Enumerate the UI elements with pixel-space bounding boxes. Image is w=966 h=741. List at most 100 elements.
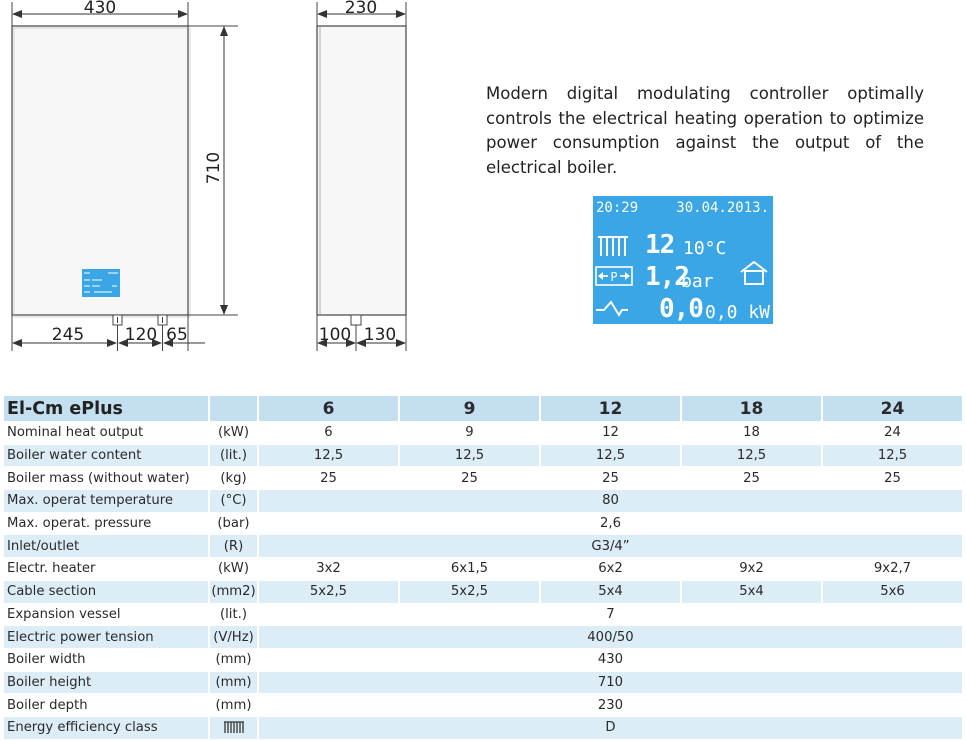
table-title: El-Cm ePlus: [4, 396, 208, 421]
side-width-dimension: 230: [345, 0, 377, 18]
row-label: Boiler mass (without water): [4, 467, 208, 490]
pump-icon: P: [595, 266, 633, 286]
display-pressure-unit: bar: [681, 271, 714, 292]
side-view: 230 100 130: [316, 0, 407, 351]
row-unit: (V/Hz): [210, 626, 257, 648]
row-label: Boiler height: [4, 671, 208, 694]
row-unit: (R): [210, 535, 257, 558]
cell-value-span: 400/50: [259, 626, 962, 648]
front-view: 430 710 245 120 65: [11, 0, 238, 351]
model-header: 18: [682, 396, 821, 421]
table-row: Inlet/outlet (R) G3/4”: [4, 535, 962, 558]
row-unit: (kW): [210, 422, 257, 444]
cell-value: 24: [823, 422, 962, 444]
table-row: Energy efficiency class D: [4, 716, 962, 739]
cell-value-span: 710: [259, 671, 962, 694]
row-label: Max. operat temperature: [4, 490, 208, 512]
cell-value: 9: [400, 422, 539, 444]
radiator-icon: [598, 236, 628, 256]
bottom-left-dimension: 245: [52, 325, 84, 345]
row-label: Energy efficiency class: [4, 716, 208, 739]
controller-display: 20:29 30.04.2013. 12 10°C P 1,2 bar 0,0 …: [593, 196, 773, 324]
table-row: Cable section (mm2) 5x2,5 5x2,5 5x4 5x4 5x6: [4, 580, 962, 603]
display-temp-unit: 10°C: [683, 238, 727, 259]
table-row: Boiler mass (without water) (kg) 25 25 25 25 2…: [4, 467, 962, 490]
table-row: Max. operat temperature (°C) 80: [4, 490, 962, 512]
cell-value-span: 230: [259, 694, 962, 716]
cell-value: 25: [259, 467, 398, 490]
table-row: Boiler height (mm) 710: [4, 671, 962, 694]
cell-value-span: 2,6: [259, 512, 962, 535]
display-pressure-value: 1,2: [645, 262, 690, 292]
row-unit: (mm): [210, 648, 257, 671]
cell-value: 6: [259, 422, 398, 444]
cell-value: 5x6: [823, 580, 962, 603]
row-label: Max. operat. pressure: [4, 512, 208, 535]
cell-value-span: 7: [259, 603, 962, 626]
cell-value: 9x2: [682, 558, 821, 580]
side-bottom-left-dimension: 100: [319, 325, 351, 345]
row-unit: (mm): [210, 671, 257, 694]
row-unit: (°C): [210, 490, 257, 512]
table-row: Electric power tension (V/Hz) 400/50: [4, 626, 962, 648]
table-row: Expansion vessel (lit.) 7: [4, 603, 962, 626]
cell-value: 25: [400, 467, 539, 490]
model-header: 24: [823, 396, 962, 421]
row-label: Electric power tension: [4, 626, 208, 648]
cell-value: 25: [823, 467, 962, 490]
cell-value: 9x2,7: [823, 558, 962, 580]
row-unit: [210, 716, 257, 739]
row-label: Nominal heat output: [4, 422, 208, 444]
front-width-dimension: 430: [84, 0, 116, 18]
cell-value-span: G3/4”: [259, 535, 962, 558]
cell-value: 12,5: [682, 444, 821, 467]
front-height-dimension: 710: [204, 152, 224, 184]
model-header: 9: [400, 396, 539, 421]
controller-description: Modern digital modulating controller opt…: [486, 84, 924, 177]
cell-value: 12,5: [259, 444, 398, 467]
row-label: Inlet/outlet: [4, 535, 208, 558]
unit-header: [210, 396, 257, 421]
cell-value: 25: [682, 467, 821, 490]
cell-value: 5x4: [682, 580, 821, 603]
row-unit: (kW): [210, 558, 257, 580]
cell-value-span: 80: [259, 490, 962, 512]
cell-value: 6x2: [541, 558, 680, 580]
display-power-value: 0,0: [659, 294, 704, 324]
house-icon: [740, 260, 768, 285]
cell-value: 18: [682, 422, 821, 444]
cell-value: 12,5: [823, 444, 962, 467]
cell-value: 5x4: [541, 580, 680, 603]
row-unit: (lit.): [210, 603, 257, 626]
table-row: Nominal heat output (kW) 6 9 12 18 24: [4, 422, 962, 444]
pump-label: P: [610, 270, 617, 284]
row-label: Electr. heater: [4, 558, 208, 580]
specifications-table: El-Cm ePlus 6 9 12 18 24 Nominal heat output (k…: [2, 395, 964, 740]
cell-value: 5x2,5: [259, 580, 398, 603]
display-time: 20:29: [596, 200, 639, 216]
cell-value: 6x1,5: [400, 558, 539, 580]
model-header: 6: [259, 396, 398, 421]
table-row: Boiler width (mm) 430: [4, 648, 962, 671]
row-label: Boiler width: [4, 648, 208, 671]
display-temp-value: 12: [645, 230, 675, 260]
row-label: Boiler water content: [4, 444, 208, 467]
display-power-unit: 0,0 kW: [705, 302, 771, 323]
row-unit: (mm2): [210, 580, 257, 603]
wave-icon: [596, 300, 628, 317]
row-unit: (lit.): [210, 444, 257, 467]
cell-value-span: 430: [259, 648, 962, 671]
cell-value: 12,5: [541, 444, 680, 467]
table-row: Boiler depth (mm) 230: [4, 694, 962, 716]
display-date: 30.04.2013.: [676, 200, 769, 216]
row-label: Expansion vessel: [4, 603, 208, 626]
table-header-row: El-Cm ePlus 6 9 12 18 24: [4, 396, 962, 421]
cell-value: 3x2: [259, 558, 398, 580]
model-header: 12: [541, 396, 680, 421]
cell-value: 25: [541, 467, 680, 490]
row-unit: (mm): [210, 694, 257, 716]
table-row: Electr. heater (kW) 3x2 6x1,5 6x2 9x2 9x2,7: [4, 558, 962, 580]
row-unit: (kg): [210, 467, 257, 490]
side-bottom-right-dimension: 130: [364, 325, 396, 345]
row-label: Cable section: [4, 580, 208, 603]
